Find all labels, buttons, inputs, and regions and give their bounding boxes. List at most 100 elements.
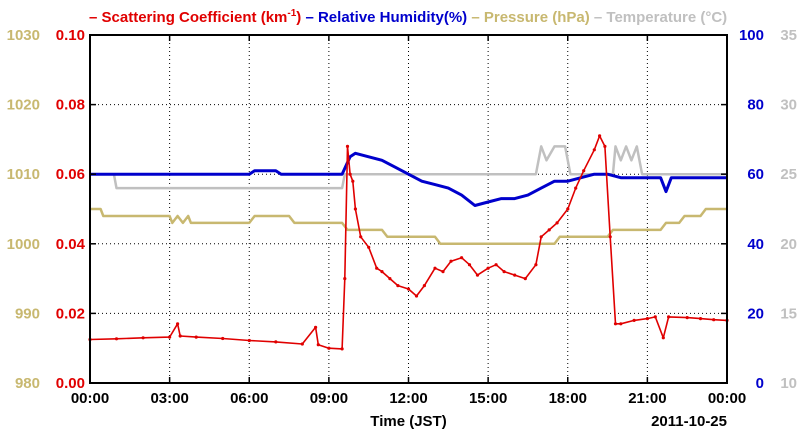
legend-suffix: ) <box>296 9 301 26</box>
series-point-scattering <box>247 338 251 343</box>
y-tick-label-temperature: 20 <box>780 236 797 253</box>
series-point-scattering <box>327 346 331 350</box>
series-point-scattering <box>582 169 586 173</box>
series-point-scattering <box>653 315 657 319</box>
series-point-scattering <box>486 266 490 270</box>
series-point-scattering <box>698 317 703 321</box>
legend-item: – Relative Humidity(%) <box>301 9 467 26</box>
series-point-scattering <box>534 263 538 267</box>
series-point-scattering <box>667 315 671 319</box>
series-point-scattering <box>467 263 472 267</box>
y-tick-label-scattering: 0.08 <box>56 97 85 114</box>
series-point-scattering <box>345 144 350 148</box>
y-tick-label-pressure: 1030 <box>7 27 40 44</box>
series-line-scattering <box>89 135 728 350</box>
series-point-scattering <box>359 235 363 239</box>
series-point-scattering <box>661 336 665 340</box>
series-point-scattering <box>422 284 426 288</box>
series-point-scattering <box>619 322 623 326</box>
y-tick-label-humidity: 60 <box>747 166 764 183</box>
series-point-scattering <box>613 322 618 326</box>
y-tick-label-scattering: 0.00 <box>56 375 85 392</box>
series-point-scattering <box>449 259 453 263</box>
legend-item: – Temperature (°C) <box>590 9 727 26</box>
series-point-scattering <box>539 235 543 239</box>
series-point-scattering <box>343 277 347 281</box>
x-tick-label: 15:00 <box>469 390 507 407</box>
legend-text: – Scattering Coefficient (km-1) – Relati… <box>89 8 727 26</box>
series-point-scattering <box>351 179 355 183</box>
series-point-scattering <box>274 340 278 344</box>
series-point-scattering <box>460 256 464 260</box>
series-point-scattering <box>380 270 384 274</box>
series-point-scattering <box>645 317 650 321</box>
y-tick-label-humidity: 100 <box>739 27 764 44</box>
x-tick-label: 06:00 <box>230 390 268 407</box>
series-point-scattering <box>178 334 182 338</box>
series-point-scattering <box>194 335 198 339</box>
series-line-humidity <box>90 151 727 207</box>
y-tick-label-humidity: 80 <box>747 97 764 114</box>
series-point-scattering <box>221 336 225 341</box>
series-point-scattering <box>414 294 419 298</box>
y-tick-label-scattering: 0.10 <box>56 27 85 44</box>
series-point-scattering <box>300 342 304 346</box>
series-point-scattering <box>168 335 172 339</box>
series-point-scattering <box>494 263 498 267</box>
x-tick-label: 09:00 <box>310 390 348 407</box>
y-tick-label-pressure: 1010 <box>7 166 40 183</box>
legend-superscript: -1 <box>287 8 296 19</box>
series-point-scattering <box>316 343 320 347</box>
x-axis-label: Time (JST) <box>370 413 446 430</box>
y-tick-label-humidity: 0 <box>756 375 764 392</box>
series-point-scattering <box>592 148 596 152</box>
y-tick-label-temperature: 15 <box>780 305 797 322</box>
series-point-scattering <box>340 347 344 351</box>
y-tick-label-pressure: 1020 <box>7 97 40 114</box>
series-point-scattering <box>176 322 180 326</box>
series-point-scattering <box>523 277 527 281</box>
series-point-scattering <box>388 277 392 281</box>
series-layer <box>88 134 729 351</box>
series-point-scattering <box>555 221 559 225</box>
series-point-scattering <box>502 270 506 274</box>
legend-item: – Pressure (hPa) <box>467 9 590 26</box>
series-point-scattering <box>375 266 379 270</box>
legend: – Scattering Coefficient (km-1) – Relati… <box>89 8 727 26</box>
x-tick-label: 00:00 <box>708 390 746 407</box>
x-tick-label: 03:00 <box>150 390 188 407</box>
date-label: 2011-10-25 <box>651 413 727 430</box>
series-point-scattering <box>114 337 119 341</box>
x-tick-label: 21:00 <box>628 390 666 407</box>
x-tick-label: 00:00 <box>71 390 109 407</box>
y-tick-label-scattering: 0.02 <box>56 305 85 322</box>
y-tick-label-scattering: 0.06 <box>56 166 85 183</box>
series-point-scattering <box>685 316 689 320</box>
y-tick-label-humidity: 20 <box>747 305 764 322</box>
x-tick-label: 12:00 <box>389 390 427 407</box>
legend-item: – Scattering Coefficient (km <box>89 9 287 26</box>
series-point-scattering <box>141 336 145 340</box>
series-point-scattering <box>433 266 437 270</box>
series-point-scattering <box>513 273 517 277</box>
x-tick-label: 18:00 <box>549 390 587 407</box>
y-tick-label-temperature: 30 <box>780 97 797 114</box>
series-point-scattering <box>632 318 636 322</box>
series-point-scattering <box>566 207 570 211</box>
series-line-temperature <box>90 145 727 190</box>
series-point-scattering <box>406 287 411 291</box>
series-point-scattering <box>574 186 578 190</box>
y-tick-label-pressure: 990 <box>15 305 40 322</box>
y-tick-label-humidity: 40 <box>747 236 764 253</box>
series-point-scattering <box>314 325 318 329</box>
y-tick-label-temperature: 25 <box>780 166 797 183</box>
series-point-scattering <box>348 172 352 176</box>
grid <box>90 35 727 383</box>
series-line-pressure <box>90 207 727 246</box>
series-point-scattering <box>441 270 445 274</box>
y-tick-label-pressure: 980 <box>15 375 40 392</box>
series-point-scattering <box>396 284 400 288</box>
y-tick-label-scattering: 0.04 <box>56 236 86 253</box>
y-tick-label-temperature: 10 <box>780 375 797 392</box>
ticks: 00:00 03:00 06:00 09:00 12:00 15:00 18:00 21:00… <box>7 27 797 407</box>
